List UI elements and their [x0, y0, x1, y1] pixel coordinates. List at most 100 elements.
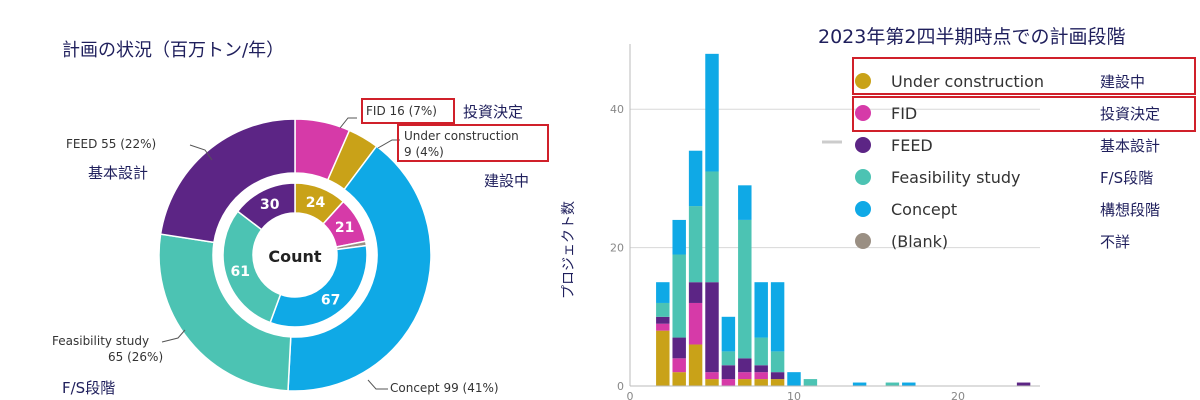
leader-line-fid — [339, 117, 357, 129]
label-feasibility-jp: F/S段階 — [62, 379, 116, 397]
bar-x6-concept — [721, 316, 736, 352]
label-under-construction: Under construction — [404, 129, 519, 143]
legend-label-blank: (Blank) — [891, 231, 949, 251]
bar-x2-feed — [656, 316, 670, 324]
outer-ring-segment-concept — [287, 145, 432, 392]
donut-chart: 24 21 67 61 30 Count — [158, 118, 432, 392]
outer-ring-segment-feasibility — [158, 233, 292, 392]
label-feasibility-value: 65 (26%) — [108, 350, 164, 364]
bar-x7-fid — [738, 372, 752, 380]
x-tick-20: 20 — [951, 390, 965, 400]
leader-line-feed — [189, 144, 213, 161]
leader-line-feasibility — [161, 329, 186, 343]
bar-x17-concept — [902, 382, 916, 386]
inner-ring-segment-feed — [236, 182, 296, 231]
bar-x7-under_construction — [738, 379, 752, 386]
bar-x14-concept — [852, 382, 867, 386]
outer-ring-segment-feed — [159, 118, 296, 244]
legend-item-feasibility: Feasibility study F/S段階 — [855, 161, 1153, 193]
y-tick-40: 40 — [610, 103, 624, 116]
highlight-box-legend-under-construction — [852, 57, 1196, 95]
inner-label-under_construction: 24 — [306, 195, 326, 211]
inner-label-fid: 21 — [335, 220, 354, 236]
bar-x10-concept — [787, 372, 801, 386]
bar-x9-feasibility — [770, 351, 785, 373]
legend-jp-label-concept: 構想段階 — [1100, 200, 1161, 219]
legend-item-blank: (Blank) 不詳 — [855, 225, 1130, 257]
outer-ring — [158, 118, 432, 392]
y-axis-label: プロジェクト数 — [561, 201, 577, 299]
bar-x3-concept — [672, 219, 686, 255]
bar-x4-fid — [688, 302, 703, 345]
bar-x5-concept — [705, 53, 719, 172]
bar-x2-fid — [656, 323, 670, 331]
bar-x6-fid — [721, 379, 736, 386]
legend-swatch-under_construction — [855, 73, 871, 89]
legend-label-feed: FEED — [891, 135, 933, 155]
bar-x8-fid — [754, 372, 768, 380]
legend-label-under_construction: Under construction — [891, 71, 1045, 91]
label-feed: FEED 55 (22%) — [66, 137, 157, 151]
legend-label-fid: FID — [891, 103, 918, 123]
bar-x6-feasibility — [721, 351, 736, 366]
legend-swatch-feed — [855, 137, 871, 153]
inner-ring-segment-feasibility — [222, 210, 282, 324]
legend-swatch-fid — [855, 105, 871, 121]
bar-series — [656, 53, 1031, 386]
legend-item-concept: Concept 構想段階 — [855, 193, 1160, 225]
bar-x24-feed — [1016, 382, 1031, 386]
legend-label-concept: Concept — [891, 199, 958, 219]
bar-x9-under_construction — [770, 379, 785, 386]
label-under-construction-jp: 建設中 — [484, 172, 530, 190]
legend-item-under_construction: Under construction 建設中 — [855, 65, 1145, 97]
legend-swatch-feasibility — [855, 169, 871, 185]
label-feed-jp: 基本設計 — [88, 164, 149, 182]
inner-ring-segment-concept — [269, 244, 368, 328]
inner-ring-labels: 24 21 67 61 30 — [231, 195, 355, 309]
bar-x2-feasibility — [656, 302, 670, 317]
legend-jp-label-blank: 不詳 — [1100, 232, 1131, 251]
bar-x16-feasibility — [885, 382, 900, 386]
bar-x9-feed — [770, 372, 785, 380]
inner-label-concept: 67 — [321, 293, 340, 309]
left-chart-title: 計画の状況（百万トン/年） — [62, 40, 285, 61]
inner-label-feed: 30 — [260, 197, 280, 213]
bar-x3-under_construction — [672, 372, 686, 386]
bar-x3-feasibility — [672, 254, 686, 338]
right-chart-title: 2023年第2四半期時点での計画段階 — [818, 26, 1126, 48]
legend-jp-label-feasibility: F/S段階 — [1100, 168, 1154, 187]
bar-x4-feed — [688, 282, 703, 303]
bar-x4-under_construction — [688, 344, 703, 386]
bar-x5-feasibility — [705, 171, 719, 283]
highlight-box-under-construction — [397, 124, 549, 162]
legend-item-feed: FEED 基本設計 — [855, 129, 1160, 161]
legend-swatch-concept — [855, 201, 871, 217]
legend-swatch-blank — [855, 233, 871, 249]
axis-ticks: 0 20 40 0 10 20 — [610, 103, 965, 400]
highlight-box-legend-fid — [852, 96, 1196, 132]
stacked-bar-chart: 0 20 40 0 10 20 — [610, 44, 1040, 400]
leader-line-concept — [367, 379, 388, 390]
bar-x5-fid — [705, 372, 719, 380]
bar-x8-under_construction — [754, 379, 768, 386]
bar-x11-feasibility — [803, 379, 818, 386]
donut-center-label: Count — [268, 247, 322, 266]
bar-x2-under_construction — [656, 330, 670, 386]
legend-jp-label-under_construction: 建設中 — [1100, 72, 1146, 91]
bar-x7-concept — [738, 185, 752, 220]
bar-x8-feed — [754, 365, 768, 373]
bar-x4-feasibility — [688, 206, 703, 283]
legend-label-feasibility: Feasibility study — [891, 167, 1021, 187]
bar-x6-feed — [721, 365, 736, 380]
inner-ring — [222, 182, 368, 328]
label-fid-jp: 投資決定 — [463, 103, 524, 121]
label-fid: FID 16 (7%) — [366, 104, 437, 118]
bar-x5-feed — [705, 282, 719, 373]
bar-x8-concept — [754, 282, 768, 338]
inner-label-feasibility: 61 — [231, 264, 250, 280]
legend-jp-label-fid: 投資決定 — [1100, 104, 1161, 123]
y-tick-20: 20 — [610, 242, 624, 255]
x-tick-0: 0 — [627, 390, 634, 400]
x-tick-10: 10 — [787, 390, 801, 400]
label-feasibility: Feasibility study — [52, 334, 150, 348]
